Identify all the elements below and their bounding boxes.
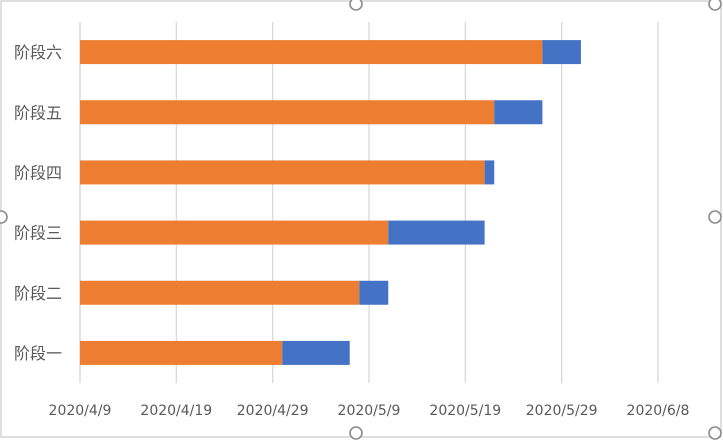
x-tick-label: 2020/5/29	[526, 403, 598, 419]
x-tick-label: 2020/4/29	[237, 403, 309, 419]
bar-segment-offset[interactable]	[80, 40, 543, 65]
bars	[80, 40, 581, 365]
x-axis-labels: 2020/4/9 2020/4/19 2020/4/29 2020/5/9 2020/5…	[49, 403, 690, 419]
gridlines	[79, 22, 659, 383]
bar-segment-offset[interactable]	[80, 220, 389, 245]
x-tick-label: 2020/5/9	[338, 403, 401, 419]
x-tick-label: 2020/5/19	[429, 403, 501, 419]
category-label: 阶段六	[14, 43, 62, 62]
category-label: 阶段四	[14, 163, 62, 182]
bar-segment-offset[interactable]	[80, 160, 485, 185]
x-tick-label: 2020/4/19	[140, 403, 212, 419]
resize-handle[interactable]	[349, 0, 363, 11]
bar-segment-duration[interactable]	[484, 160, 495, 185]
bar-segment-duration[interactable]	[542, 40, 581, 65]
y-axis-labels: 阶段一 阶段二 阶段三 阶段四 阶段五 阶段六	[14, 43, 62, 363]
x-tick-label: 2020/4/9	[49, 403, 112, 419]
resize-handle[interactable]	[708, 0, 722, 11]
bar-segment-duration[interactable]	[282, 340, 350, 365]
bar-segment-duration[interactable]	[494, 100, 543, 125]
bar-segment-offset[interactable]	[80, 280, 360, 305]
category-label: 阶段二	[14, 284, 62, 303]
bar-segment-duration[interactable]	[388, 220, 485, 245]
bar-segment-offset[interactable]	[80, 340, 283, 365]
resize-handle[interactable]	[708, 426, 722, 440]
resize-handle[interactable]	[349, 426, 363, 440]
category-label: 阶段一	[14, 344, 62, 363]
category-label: 阶段三	[14, 224, 62, 243]
resize-handle[interactable]	[0, 210, 8, 224]
x-tick-label: 2020/6/8	[627, 403, 690, 419]
bar-segment-offset[interactable]	[80, 100, 495, 125]
category-label: 阶段五	[14, 103, 62, 122]
bar-segment-duration[interactable]	[359, 280, 389, 305]
resize-handle[interactable]	[708, 210, 722, 224]
